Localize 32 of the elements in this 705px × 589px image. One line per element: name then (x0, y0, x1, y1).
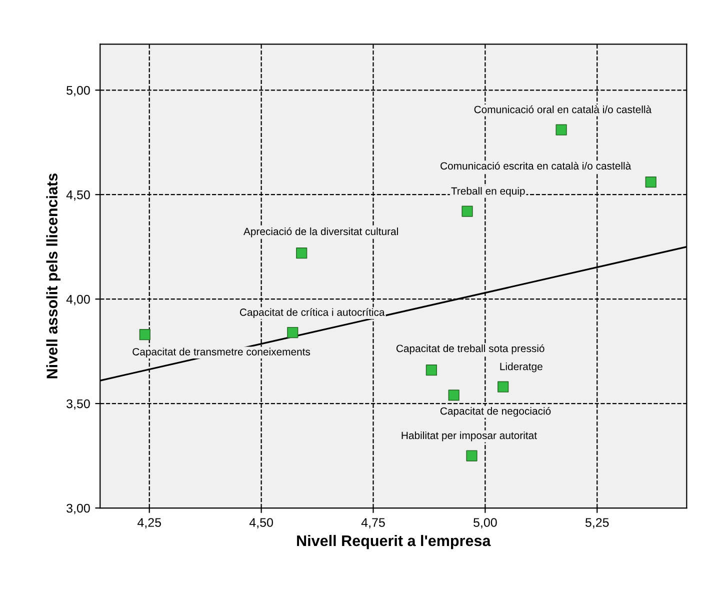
x-tick-label: 4,50 (249, 518, 273, 528)
y-tick-label: 4,00 (66, 294, 90, 306)
point (448, 390, 460, 401)
annotation: Comunicació oral en català i/o castellà (474, 105, 652, 114)
annotation: Apreciació de la diversitat cultural (243, 227, 398, 238)
point (139, 329, 150, 340)
point (556, 124, 567, 136)
point (426, 364, 438, 376)
annotation: Lideratge (500, 362, 542, 372)
y-axis-title: Nivell assolit pels llicenciats (46, 174, 61, 378)
annotation: Capacitat de crítica i autocrítica (240, 308, 385, 318)
point (462, 206, 473, 217)
x-axis-title: Nivell Requerit a l'empresa (297, 534, 491, 550)
y-tick-label: 5,00 (66, 86, 90, 96)
y-tick-label: 3,50 (66, 399, 90, 410)
x-tick-label: 5,00 (474, 518, 497, 528)
y-tick-label: 4,50 (66, 190, 90, 201)
point (498, 381, 509, 392)
annotation: Capacitat de negociació (440, 406, 551, 417)
annotation: Comunicació escrita en català i/o castellà (440, 162, 632, 170)
x-tick-label: 5,25 (585, 518, 609, 528)
point (466, 450, 478, 462)
x-tick-label: 4,25 (137, 518, 162, 528)
point (296, 248, 308, 259)
point (645, 176, 656, 188)
annotation: Capacitat de treball sota pressió (396, 344, 544, 354)
annotation: Capacitat de transmetre coneixements (132, 348, 310, 358)
annotation: Treball en equip (451, 187, 525, 197)
y-tick-label: 3,00 (66, 504, 90, 514)
point (287, 326, 298, 338)
x-tick-label: 4,75 (361, 518, 385, 528)
annotation: Habilitat per imposar autoritat (402, 431, 537, 442)
